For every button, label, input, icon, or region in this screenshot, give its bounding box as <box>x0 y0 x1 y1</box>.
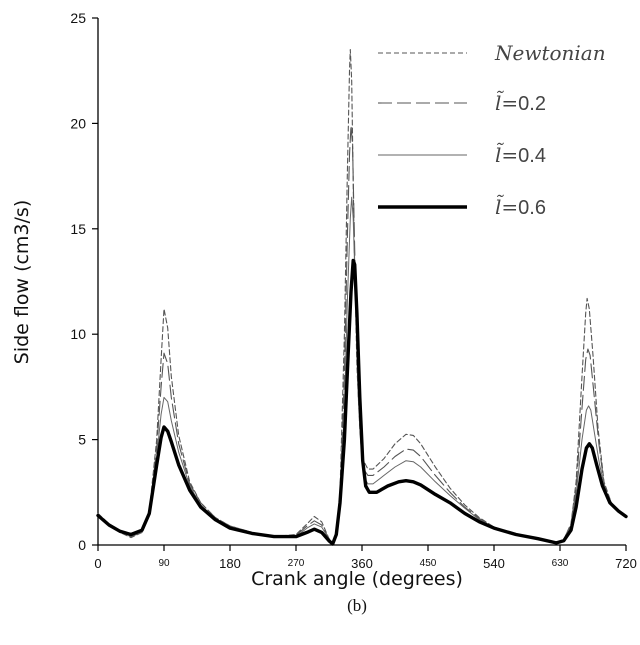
legend-symbol: l̃= <box>495 143 518 167</box>
x-tick-label: 270 <box>288 558 305 569</box>
x-tick-label: 720 <box>615 556 637 571</box>
legend-value: 0.6 <box>518 197 546 219</box>
x-tick-label: 630 <box>552 558 569 569</box>
x-tick-label: 0 <box>94 556 101 571</box>
legend-label-2: l̃=0.2 <box>495 91 546 115</box>
y-tick-label: 5 <box>78 432 86 448</box>
x-tick-label: 360 <box>351 556 373 571</box>
y-tick-label: 25 <box>70 10 86 26</box>
legend-label-4: l̃=0.6 <box>495 195 546 219</box>
legend-value: 0.2 <box>518 93 546 115</box>
x-axis-title: Crank angle (degrees) <box>251 568 463 590</box>
legend-value: 0.4 <box>518 145 546 167</box>
legend-symbol: l̃= <box>495 195 518 219</box>
y-tick-label: 15 <box>70 221 86 237</box>
series-lines <box>96 49 628 546</box>
legend-label-3: l̃=0.4 <box>495 143 546 167</box>
series-line-4 <box>96 258 628 546</box>
x-tick-label: 540 <box>483 556 505 571</box>
y-axis-title: Side flow (cm3/s) <box>11 200 33 364</box>
x-tick-label: 90 <box>158 558 170 569</box>
series-line-1 <box>97 49 627 545</box>
legend-label-1: Newtonian <box>494 41 606 65</box>
axes: 0 90 180 270 360 450 540 630 720 0 5 10 15 20 25 <box>70 10 636 571</box>
figure-caption: (b) <box>347 596 367 615</box>
y-tick-label: 20 <box>70 115 86 131</box>
y-tick-label: 0 <box>78 537 86 553</box>
legend-symbol: l̃= <box>495 91 518 115</box>
series-line-3 <box>97 196 627 545</box>
y-tick-label: 10 <box>70 326 86 342</box>
x-tick-label: 180 <box>219 556 241 571</box>
series-line-2 <box>97 124 627 545</box>
x-tick-label: 450 <box>420 558 437 569</box>
